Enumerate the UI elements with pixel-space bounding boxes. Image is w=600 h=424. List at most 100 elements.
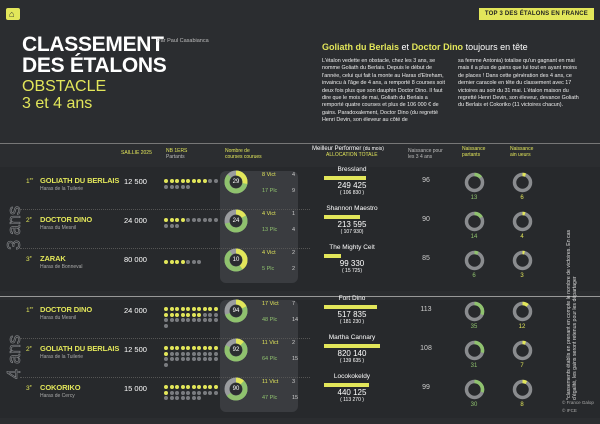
runner-dot bbox=[191, 217, 196, 222]
courses-donut bbox=[224, 338, 248, 362]
runner-dot bbox=[164, 357, 168, 361]
runner-dot bbox=[208, 357, 212, 361]
victories-month: 2 bbox=[292, 250, 296, 256]
courses-donut bbox=[224, 209, 248, 233]
winners-dots bbox=[164, 346, 220, 367]
rank: 3e bbox=[26, 383, 32, 393]
winner-dot bbox=[186, 312, 190, 317]
haras-name: Haras de Cercy bbox=[40, 393, 75, 399]
runner-dot bbox=[202, 390, 207, 395]
row-divider bbox=[20, 248, 310, 249]
runner-dot bbox=[202, 351, 207, 356]
winner-dot bbox=[180, 307, 185, 311]
winner-dot bbox=[164, 346, 168, 350]
places: 17 Plc bbox=[262, 188, 278, 194]
places: 13 Plc bbox=[262, 227, 278, 233]
haras-name: Haras de la Tuilerie bbox=[40, 354, 84, 360]
winner-dot bbox=[180, 346, 185, 350]
places-month: 15 bbox=[292, 356, 299, 362]
runner-dot bbox=[208, 178, 212, 183]
partants-ring bbox=[464, 301, 484, 321]
runner-dot bbox=[191, 351, 196, 356]
runner-dot bbox=[180, 318, 185, 322]
partants-ring bbox=[464, 211, 484, 231]
runner-dot bbox=[175, 318, 179, 322]
places: 48 Plc bbox=[262, 317, 278, 323]
runner-dot bbox=[213, 351, 218, 356]
runner-dot bbox=[191, 318, 196, 322]
side-note: *classements établis en prenant en compt… bbox=[566, 229, 578, 400]
courses-count: 94 bbox=[232, 308, 240, 314]
runner-dot bbox=[208, 217, 212, 222]
stud-fee: 24 000 bbox=[124, 216, 147, 225]
home-icon[interactable]: ⌂ bbox=[6, 8, 20, 20]
rank: 3e bbox=[26, 254, 32, 264]
victories-month: 1 bbox=[292, 211, 296, 217]
stallion-name: DOCTOR DINO bbox=[40, 215, 93, 224]
runner-dot bbox=[180, 351, 185, 356]
allocation-bar bbox=[324, 254, 341, 258]
winner-dot bbox=[169, 178, 174, 183]
places: 5 Plc bbox=[262, 266, 275, 272]
best-performer: Fort Dino bbox=[338, 295, 366, 302]
runner-dot bbox=[213, 217, 218, 222]
runner-dot bbox=[164, 224, 168, 229]
runner-dot bbox=[202, 217, 207, 222]
winners-dots bbox=[164, 178, 220, 190]
row-divider bbox=[20, 377, 310, 378]
winners-dots bbox=[164, 385, 220, 400]
courses-count: 29 bbox=[232, 179, 240, 185]
winner-dot bbox=[180, 312, 185, 317]
allocation-total: 517 835 bbox=[337, 310, 367, 319]
page-title: CLASSEMENT DES ÉTALONS bbox=[22, 33, 167, 77]
winner-dot bbox=[186, 178, 190, 183]
best-performer: Shannon Maestro bbox=[326, 205, 378, 212]
runner-dot bbox=[197, 396, 201, 400]
runner-dot bbox=[169, 318, 174, 322]
winner-dot bbox=[164, 312, 168, 317]
winners-dots bbox=[164, 256, 220, 268]
runner-dot bbox=[202, 312, 207, 317]
runner-dot bbox=[197, 260, 201, 264]
winners-dots bbox=[164, 307, 220, 328]
gagnants-ring bbox=[512, 172, 532, 192]
runner-dot bbox=[208, 351, 212, 356]
runner-dot bbox=[169, 351, 174, 356]
allocation-total: 249 425 bbox=[337, 181, 367, 190]
gagnants-ring bbox=[512, 301, 532, 321]
band-3ans bbox=[0, 167, 600, 291]
allocation-bar bbox=[324, 305, 378, 309]
stallion-name: COKORIKO bbox=[40, 383, 81, 392]
partants-count: 30 bbox=[470, 402, 478, 408]
births: 85 bbox=[422, 255, 430, 262]
runner-dot bbox=[186, 390, 190, 395]
runner-dot bbox=[213, 357, 218, 361]
stud-fee: 80 000 bbox=[124, 255, 147, 264]
victories: 11 Vict bbox=[262, 340, 279, 346]
gagnants-count: 3 bbox=[520, 273, 524, 279]
intro-column-1: L'étalon vedette en obstacle, chez les 3… bbox=[322, 58, 445, 124]
group-label: 3 ans bbox=[4, 205, 25, 251]
runner-dot bbox=[175, 357, 179, 361]
runner-dot bbox=[191, 390, 196, 395]
rank: 1er bbox=[26, 305, 34, 315]
victories-month: 2 bbox=[292, 340, 296, 346]
allocation-bar bbox=[324, 176, 366, 180]
stallion-name: ZARAK bbox=[40, 254, 66, 263]
runner-dot bbox=[169, 396, 174, 400]
runner-dot bbox=[164, 323, 168, 328]
victories-month: 3 bbox=[292, 379, 296, 385]
col-naissance: Naissance pour les 3 4 ans bbox=[408, 148, 443, 160]
courses-count: 90 bbox=[232, 386, 240, 392]
best-performer: Martha Cannary bbox=[328, 334, 376, 341]
births: 108 bbox=[420, 345, 432, 352]
courses-donut bbox=[224, 377, 248, 401]
runner-dot bbox=[213, 178, 218, 183]
winner-dot bbox=[164, 351, 168, 356]
runner-dot bbox=[197, 390, 201, 395]
winner-dot bbox=[191, 307, 196, 311]
runner-dot bbox=[186, 185, 190, 190]
copyright-ifce: © IFCE bbox=[562, 408, 577, 413]
winner-dot bbox=[164, 385, 168, 389]
stud-fee: 12 500 bbox=[124, 177, 147, 186]
